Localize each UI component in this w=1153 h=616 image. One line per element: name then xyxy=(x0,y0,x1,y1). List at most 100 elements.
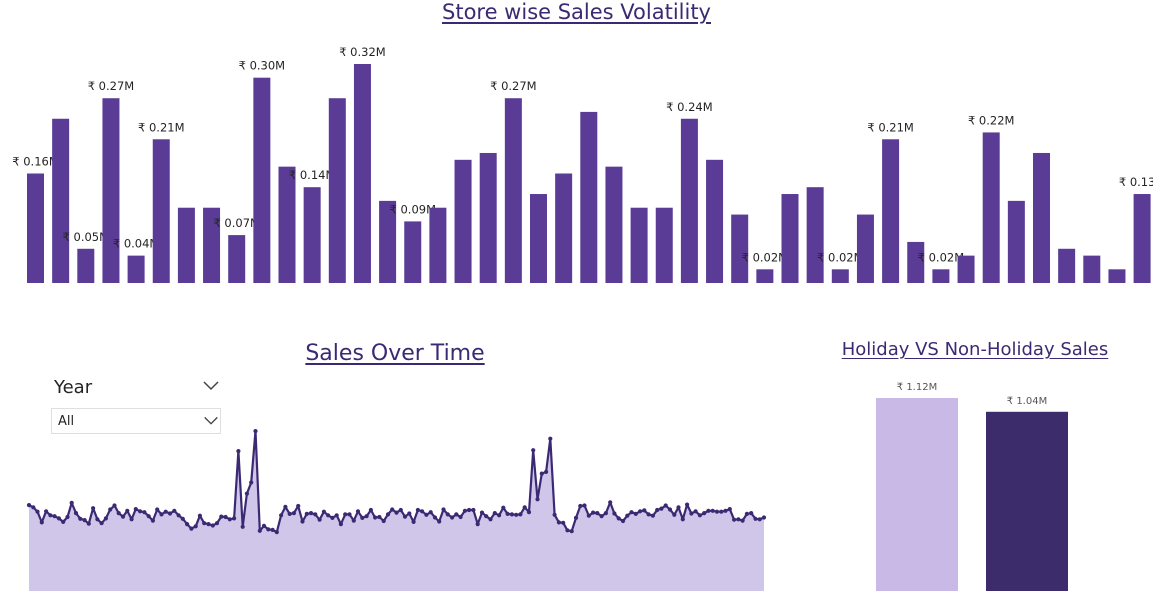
volatility-bar-data-label: ₹ 0.27M xyxy=(490,79,537,93)
sales-point xyxy=(321,509,326,514)
volatility-bar xyxy=(856,214,874,283)
volatility-bar-data-label: ₹ 0.02M xyxy=(817,250,864,264)
volatility-bar xyxy=(479,152,497,283)
volatility-bar-data-label: ₹ 0.02M xyxy=(742,250,789,264)
sales-point xyxy=(638,509,643,514)
sales-point xyxy=(462,508,467,513)
sales-point xyxy=(642,508,647,513)
holiday-bar-data-label: ₹ 1.04M xyxy=(1007,396,1047,407)
volatility-bar-data-label: ₹ 0.21M xyxy=(867,120,914,134)
sales-point xyxy=(582,503,587,508)
sales-point xyxy=(31,505,36,510)
volatility-bar xyxy=(353,64,371,283)
volatility-bar xyxy=(379,200,397,283)
sales-point xyxy=(279,513,284,518)
volatility-bar xyxy=(1058,248,1076,283)
sales-point xyxy=(740,518,745,523)
sales-point xyxy=(514,512,519,517)
sales-point xyxy=(142,510,147,515)
year-slicer-dropdown[interactable]: All xyxy=(51,408,221,434)
sales-point xyxy=(73,510,79,516)
volatility-bar xyxy=(253,77,271,283)
volatility-bar xyxy=(982,132,1000,283)
sales-point xyxy=(693,509,698,514)
sales-point xyxy=(103,516,108,521)
volatility-bar xyxy=(152,139,170,283)
sales-point xyxy=(274,530,279,535)
volatility-bar xyxy=(303,187,321,283)
sales-point xyxy=(518,512,523,517)
sales-point xyxy=(548,436,553,441)
volatility-bar xyxy=(756,269,774,283)
sales-point xyxy=(69,500,74,505)
volatility-bar-data-label: ₹ 0.16M xyxy=(12,155,59,169)
sales-point xyxy=(39,520,44,525)
sales-point xyxy=(193,524,198,529)
sales-point xyxy=(556,520,562,525)
sales-point xyxy=(744,511,750,516)
sales-point xyxy=(249,480,254,485)
volatility-bar-chart: ₹ 0.16M ₹ 0.05M ₹ 0.27M ₹ 0.04M ₹ 0.21M ₹ 0.0… xyxy=(12,45,1153,283)
sales-point xyxy=(565,528,570,533)
volatility-bar xyxy=(404,221,422,283)
sales-over-time-title: Sales Over Time xyxy=(305,341,485,366)
volatility-bar xyxy=(77,248,95,283)
volatility-bar xyxy=(781,194,799,283)
sales-point xyxy=(471,507,476,513)
volatility-bar xyxy=(655,207,673,283)
volatility-bar xyxy=(932,269,950,283)
sales-point xyxy=(569,529,574,534)
sales-point xyxy=(458,514,463,520)
sales-point xyxy=(497,513,502,518)
sales-point xyxy=(167,511,173,516)
sales-point xyxy=(202,521,207,526)
sales-point xyxy=(360,515,365,521)
volatility-bar xyxy=(706,159,724,283)
sales-point xyxy=(757,517,762,522)
volatility-bar xyxy=(328,98,346,283)
holiday-bar xyxy=(986,411,1068,591)
sales-point xyxy=(505,511,510,516)
sales-point xyxy=(210,523,215,528)
sales-point xyxy=(120,514,126,519)
sales-point xyxy=(689,511,694,516)
sales-point xyxy=(663,503,668,508)
sales-point xyxy=(35,509,40,514)
sales-point xyxy=(176,513,181,518)
sales-point xyxy=(112,503,117,508)
volatility-bar xyxy=(907,241,925,283)
sales-point xyxy=(308,510,314,516)
sales-point xyxy=(270,527,275,533)
sales-point xyxy=(150,518,155,523)
sales-point xyxy=(484,514,489,519)
volatility-chart-title: Store wise Sales Volatility xyxy=(442,0,711,24)
sales-point xyxy=(633,511,638,516)
sales-point xyxy=(390,507,395,512)
sales-point xyxy=(253,429,258,434)
sales-point xyxy=(95,517,100,522)
sales-point xyxy=(206,522,211,527)
volatility-bar-data-label: ₹ 0.13M xyxy=(1119,175,1153,189)
volatility-bar xyxy=(1033,152,1050,283)
volatility-bar-data-label: ₹ 0.09M xyxy=(390,202,437,216)
sales-point xyxy=(697,513,703,518)
chevron-down-icon[interactable] xyxy=(201,376,221,396)
volatility-bar xyxy=(203,207,221,283)
holiday-bar xyxy=(876,398,958,591)
sales-point xyxy=(133,507,138,512)
volatility-bar-data-label: ₹ 0.32M xyxy=(339,45,386,59)
sales-point xyxy=(424,512,429,517)
volatility-bar-data-label: ₹ 0.24M xyxy=(666,100,713,114)
volatility-bar-data-label: ₹ 0.02M xyxy=(918,250,965,264)
volatility-bar-data-label: ₹ 0.05M xyxy=(63,230,110,244)
sales-point xyxy=(368,507,373,513)
sales-point xyxy=(706,508,711,513)
volatility-bar xyxy=(1108,269,1126,283)
sales-point xyxy=(377,514,382,520)
sales-point xyxy=(334,513,339,518)
sales-point xyxy=(197,513,202,518)
year-slicer-label: Year xyxy=(54,377,93,398)
sales-point xyxy=(727,507,732,512)
volatility-bar-data-label: ₹ 0.21M xyxy=(138,120,185,134)
sales-point xyxy=(155,507,160,512)
